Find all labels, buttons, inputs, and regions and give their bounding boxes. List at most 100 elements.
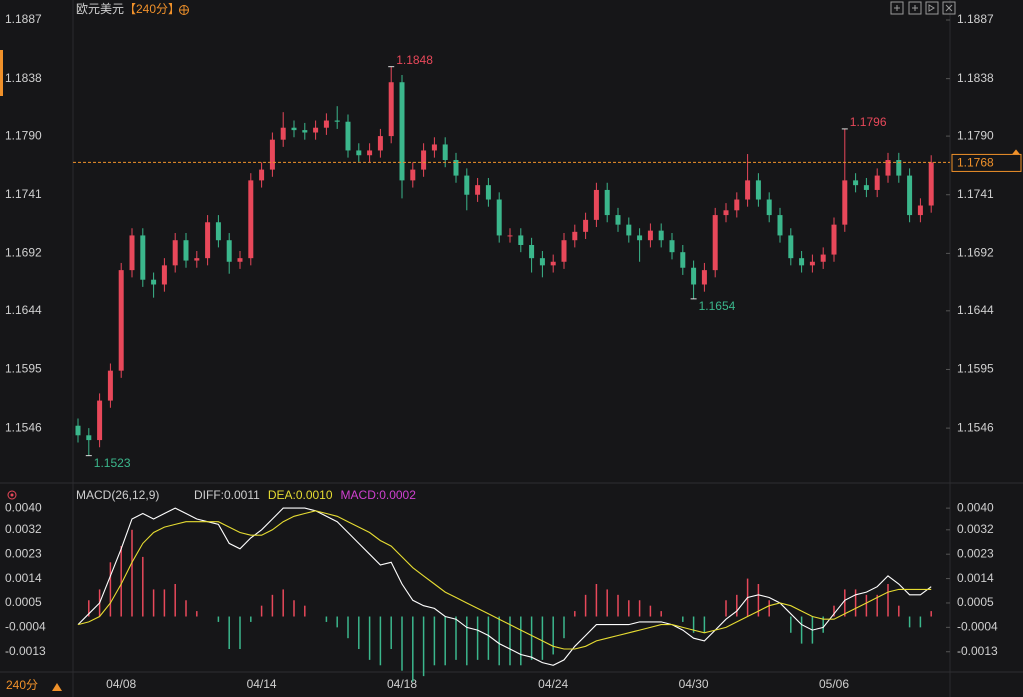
candle-body — [529, 245, 535, 259]
candle-body — [658, 230, 664, 241]
candle-body — [928, 162, 934, 206]
y-tick-label-right: 1.1887 — [957, 12, 994, 26]
candle-body — [831, 224, 837, 255]
y-tick-label-left: 1.1546 — [5, 420, 42, 434]
candle-body — [701, 270, 707, 285]
candle-body — [259, 169, 265, 181]
low-annotation: 1.1654 — [699, 299, 736, 313]
candle-body — [593, 189, 599, 220]
y-tick-label-left: 1.1692 — [5, 246, 42, 260]
y-tick-label-left: 0.0023 — [5, 546, 42, 560]
candle-body — [345, 121, 351, 151]
candle-body — [561, 240, 567, 262]
candle-body — [788, 235, 794, 259]
indicator-line — [77, 507, 932, 666]
y-tick-label-left: 1.1595 — [5, 362, 42, 376]
candle-body — [334, 120, 340, 122]
candle-body — [885, 160, 891, 176]
candle-body — [248, 180, 254, 259]
candle-body — [86, 435, 92, 441]
candle-body — [712, 215, 718, 271]
candle-body — [215, 222, 221, 241]
x-tick-label: 05/06 — [819, 677, 849, 691]
candle-body — [237, 258, 243, 262]
candle-body — [734, 199, 740, 211]
y-tick-label-left: -0.0013 — [5, 644, 46, 658]
candle-body — [75, 425, 81, 436]
candle-body — [140, 235, 146, 280]
last-price-label: 1.1768 — [957, 156, 994, 170]
candle-body — [809, 261, 815, 266]
candle-body — [291, 127, 297, 131]
candle-body — [431, 144, 437, 151]
y-tick-label-left: 1.1741 — [5, 187, 42, 201]
x-tick-label: 04/24 — [538, 677, 568, 691]
candle-body — [302, 130, 308, 133]
toolbar[interactable] — [890, 1, 956, 15]
add-icon[interactable] — [179, 5, 189, 15]
y-tick-label-right: 1.1595 — [957, 362, 994, 376]
candle-body — [313, 127, 319, 133]
candle-body — [118, 270, 124, 371]
y-tick-label-right: 0.0005 — [957, 595, 994, 609]
candle-body — [669, 240, 675, 253]
interval-selector[interactable]: 240分 — [6, 678, 38, 692]
period-label: 【240分】 — [124, 2, 180, 16]
y-tick-label-right: 1.1790 — [957, 128, 994, 142]
interval-arrow[interactable] — [52, 683, 62, 691]
candle-body — [172, 240, 178, 266]
y-tick-label-left: 1.1887 — [5, 12, 42, 26]
candle-body — [280, 127, 286, 140]
candle-body — [820, 254, 826, 262]
candle-body — [388, 82, 394, 137]
candle-body — [475, 185, 481, 195]
candle-body — [853, 180, 859, 186]
legend-entry: DIFF:0.0011 — [194, 488, 260, 502]
y-tick-label-right: 1.1644 — [957, 303, 994, 317]
x-tick-label: 04/18 — [387, 677, 417, 691]
candle-body — [745, 180, 751, 200]
candle-body — [766, 199, 772, 216]
x-tick-label: 04/30 — [679, 677, 709, 691]
candle-body — [410, 169, 416, 181]
y-tick-label-left: 1.1644 — [5, 303, 42, 317]
candle-body — [464, 175, 470, 195]
candle-body — [367, 150, 373, 156]
candle-body — [518, 235, 524, 245]
candle-body — [226, 240, 232, 262]
candle-body — [755, 180, 761, 200]
high-annotation: 1.1796 — [850, 115, 887, 129]
candle-body — [161, 265, 167, 285]
y-tick-label-right: 1.1546 — [957, 420, 994, 434]
macd-title: MACD(26,12,9) — [76, 488, 159, 502]
candle-body — [647, 230, 653, 241]
candle-body — [539, 258, 545, 266]
candle-body — [151, 279, 157, 285]
candle-body — [442, 144, 448, 161]
candle-body — [842, 180, 848, 225]
chart-title: 欧元美元 — [76, 2, 124, 16]
y-tick-label-right: 0.0014 — [957, 571, 994, 585]
candle-body — [874, 175, 880, 190]
candle-body — [356, 150, 362, 156]
indicator-line — [77, 510, 932, 650]
y-tick-label-right: 0.0032 — [957, 522, 994, 536]
indicator-icon[interactable] — [7, 490, 17, 500]
candle-body — [399, 82, 405, 181]
candle-body — [496, 199, 502, 236]
candle-body — [453, 160, 459, 176]
candle-body — [637, 235, 643, 241]
candle-body — [604, 189, 610, 216]
candle-body — [680, 252, 686, 268]
candle-body — [97, 400, 103, 441]
y-tick-label-left: 0.0040 — [5, 500, 42, 514]
y-tick-label-right: 1.1741 — [957, 187, 994, 201]
candle-body — [799, 258, 805, 266]
candle-body — [323, 120, 329, 128]
low-annotation: 1.1523 — [94, 456, 131, 470]
candle-body — [129, 235, 135, 271]
legend-entry: MACD:0.0002 — [341, 488, 417, 502]
y-tick-label-left: 0.0014 — [5, 571, 42, 585]
candle-body — [507, 235, 513, 237]
